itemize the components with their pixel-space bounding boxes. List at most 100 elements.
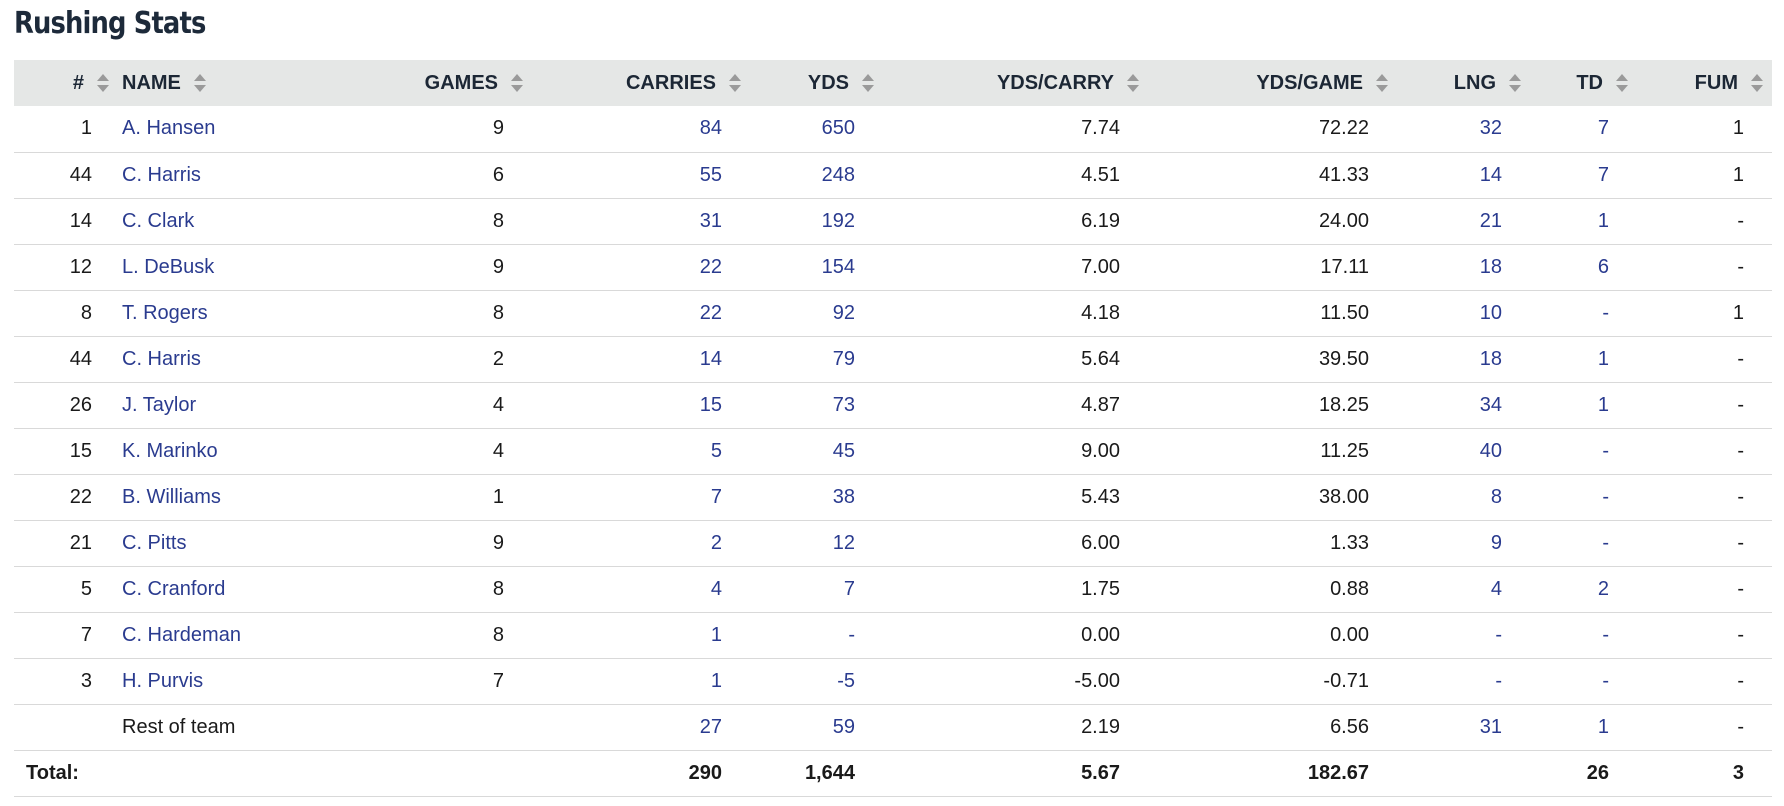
- column-header-fum[interactable]: FUM: [1637, 60, 1772, 106]
- stat-link[interactable]: 18: [1479, 255, 1502, 278]
- sort-up-down-icon[interactable]: [510, 73, 524, 93]
- cell-carries: 84: [532, 106, 750, 152]
- stat-link[interactable]: 32: [1479, 117, 1502, 140]
- player-link[interactable]: J. Taylor: [122, 393, 197, 416]
- stat-link[interactable]: 18: [1479, 347, 1502, 370]
- stat-link[interactable]: 14: [1479, 163, 1502, 186]
- stat-link[interactable]: 22: [699, 301, 722, 324]
- stat-link[interactable]: -: [1602, 531, 1609, 554]
- player-link[interactable]: A. Hansen: [122, 117, 216, 140]
- cell-value: 18.25: [1318, 393, 1369, 416]
- stat-link[interactable]: 10: [1479, 301, 1502, 324]
- stat-link[interactable]: 1: [710, 623, 722, 646]
- sort-up-down-icon[interactable]: [1615, 73, 1629, 93]
- player-link[interactable]: C. Cranford: [122, 577, 226, 600]
- sort-up-down-icon[interactable]: [861, 73, 875, 93]
- stat-link[interactable]: 2: [710, 531, 722, 554]
- stat-link[interactable]: 55: [699, 163, 722, 186]
- stat-link[interactable]: -: [1495, 623, 1502, 646]
- cell-num: 5: [14, 566, 118, 612]
- cell-num: 15: [14, 428, 118, 474]
- stat-link[interactable]: 7: [710, 485, 722, 508]
- stat-link[interactable]: 1: [710, 669, 722, 692]
- stat-link[interactable]: 12: [832, 531, 855, 554]
- stat-link[interactable]: 14: [699, 347, 722, 370]
- cell-value: 1: [492, 485, 504, 508]
- stat-link[interactable]: 7: [1597, 117, 1609, 140]
- player-link[interactable]: L. DeBusk: [122, 255, 215, 278]
- stat-link[interactable]: 40: [1479, 439, 1502, 462]
- player-link[interactable]: T. Rogers: [122, 301, 208, 324]
- stat-link[interactable]: 34: [1479, 393, 1502, 416]
- player-link[interactable]: C. Hardeman: [122, 623, 241, 646]
- stat-link[interactable]: 8: [1490, 485, 1502, 508]
- stat-link[interactable]: 154: [821, 255, 855, 278]
- player-link[interactable]: C. Harris: [122, 163, 201, 186]
- cell-td: 26: [1530, 750, 1637, 796]
- stat-link[interactable]: 4: [710, 577, 722, 600]
- column-header-lng[interactable]: LNG: [1397, 60, 1530, 106]
- stat-link[interactable]: 15: [699, 393, 722, 416]
- cell-ypg: 0.00: [1148, 612, 1397, 658]
- cell-yds: 45: [750, 428, 883, 474]
- stat-link[interactable]: 1: [1597, 209, 1609, 232]
- player-link[interactable]: C. Harris: [122, 347, 201, 370]
- sort-up-down-icon[interactable]: [1508, 73, 1522, 93]
- sort-up-down-icon[interactable]: [96, 73, 110, 93]
- stat-link[interactable]: -5: [837, 669, 855, 692]
- column-header-yds[interactable]: YDS: [750, 60, 883, 106]
- stat-link[interactable]: -: [1602, 669, 1609, 692]
- stat-link[interactable]: 21: [1479, 209, 1502, 232]
- column-header-games[interactable]: GAMES: [340, 60, 532, 106]
- stat-link[interactable]: 1: [1597, 393, 1609, 416]
- sort-up-down-icon[interactable]: [1375, 73, 1389, 93]
- stat-link[interactable]: 7: [1597, 163, 1609, 186]
- stat-link[interactable]: 79: [832, 347, 855, 370]
- stat-link[interactable]: -: [1602, 485, 1609, 508]
- stat-link[interactable]: -: [1602, 439, 1609, 462]
- player-link[interactable]: K. Marinko: [122, 439, 218, 462]
- stat-link[interactable]: 38: [832, 485, 855, 508]
- stat-link[interactable]: 7: [843, 577, 855, 600]
- cell-value: 3: [1732, 761, 1744, 784]
- sort-up-down-icon[interactable]: [193, 73, 207, 93]
- stat-link[interactable]: 92: [832, 301, 855, 324]
- sort-up-down-icon[interactable]: [1750, 73, 1764, 93]
- column-header-td[interactable]: TD: [1530, 60, 1637, 106]
- stat-link[interactable]: 27: [699, 715, 722, 738]
- sort-up-down-icon[interactable]: [1126, 73, 1140, 93]
- stat-link[interactable]: 1: [1597, 715, 1609, 738]
- sort-up-down-icon[interactable]: [728, 73, 742, 93]
- stat-link[interactable]: 248: [821, 163, 855, 186]
- cell-games: 8: [340, 290, 532, 336]
- stat-link[interactable]: 1: [1597, 347, 1609, 370]
- stat-link[interactable]: 73: [832, 393, 855, 416]
- column-header-ypg[interactable]: YDS/GAME: [1148, 60, 1397, 106]
- player-link[interactable]: H. Purvis: [122, 669, 204, 692]
- column-header-num[interactable]: #: [14, 60, 118, 106]
- stat-link[interactable]: 6: [1597, 255, 1609, 278]
- column-header-carries[interactable]: CARRIES: [532, 60, 750, 106]
- stat-link[interactable]: -: [1495, 669, 1502, 692]
- stat-link[interactable]: -: [848, 623, 855, 646]
- stat-link[interactable]: -: [1602, 623, 1609, 646]
- stat-link[interactable]: 192: [821, 209, 855, 232]
- stat-link[interactable]: 5: [710, 439, 722, 462]
- stat-link[interactable]: 650: [821, 117, 855, 140]
- player-link[interactable]: B. Williams: [122, 485, 221, 508]
- column-header-ypc[interactable]: YDS/CARRY: [883, 60, 1148, 106]
- column-header-name[interactable]: NAME: [118, 60, 340, 106]
- stat-link[interactable]: 4: [1490, 577, 1502, 600]
- stat-link[interactable]: 59: [832, 715, 855, 738]
- stat-link[interactable]: 31: [699, 209, 722, 232]
- stat-link[interactable]: 2: [1597, 577, 1609, 600]
- stat-link[interactable]: -: [1602, 301, 1609, 324]
- stat-link[interactable]: 31: [1479, 715, 1502, 738]
- stat-link[interactable]: 22: [699, 255, 722, 278]
- cell-value: 6.56: [1330, 715, 1369, 738]
- stat-link[interactable]: 9: [1490, 531, 1502, 554]
- player-link[interactable]: C. Clark: [122, 209, 195, 232]
- stat-link[interactable]: 45: [832, 439, 855, 462]
- player-link[interactable]: C. Pitts: [122, 531, 187, 554]
- stat-link[interactable]: 84: [699, 117, 722, 140]
